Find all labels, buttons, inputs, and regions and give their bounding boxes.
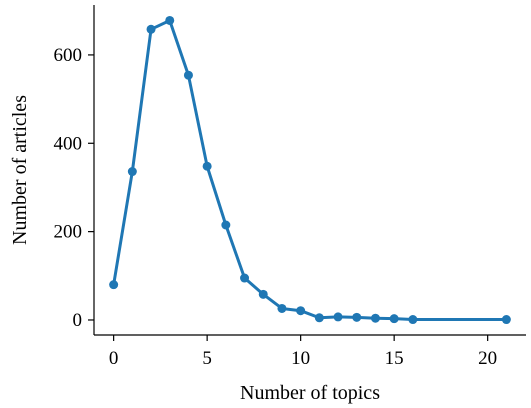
series-line [112, 18, 508, 322]
data-point [296, 306, 306, 316]
data-point [165, 15, 175, 25]
data-point [146, 24, 156, 34]
x-axis-label: Number of topics [240, 382, 380, 404]
y-tick-label: 400 [54, 133, 83, 154]
data-point [408, 315, 418, 325]
y-tick-label: 0 [73, 310, 83, 331]
data-point [183, 70, 193, 80]
x-tick-label: 10 [291, 348, 310, 369]
y-tick-label: 600 [54, 45, 83, 66]
data-point [202, 161, 212, 171]
data-point [221, 220, 231, 230]
data-point [501, 315, 511, 325]
data-point [314, 313, 324, 323]
data-point [333, 312, 343, 322]
x-tick-label: 15 [385, 348, 404, 369]
data-point [277, 303, 287, 313]
data-point [370, 313, 380, 323]
x-tick-label: 20 [478, 348, 497, 369]
data-point [109, 280, 119, 290]
x-tick-label: 0 [109, 348, 119, 369]
x-tick-label: 5 [202, 348, 212, 369]
data-point [240, 273, 250, 283]
y-tick-label: 200 [54, 222, 83, 243]
y-axis-label: Number of articles [9, 95, 31, 245]
data-point [127, 167, 137, 177]
data-point [258, 289, 268, 299]
data-point [352, 312, 362, 322]
data-point [389, 314, 399, 324]
series-layer [109, 15, 511, 325]
